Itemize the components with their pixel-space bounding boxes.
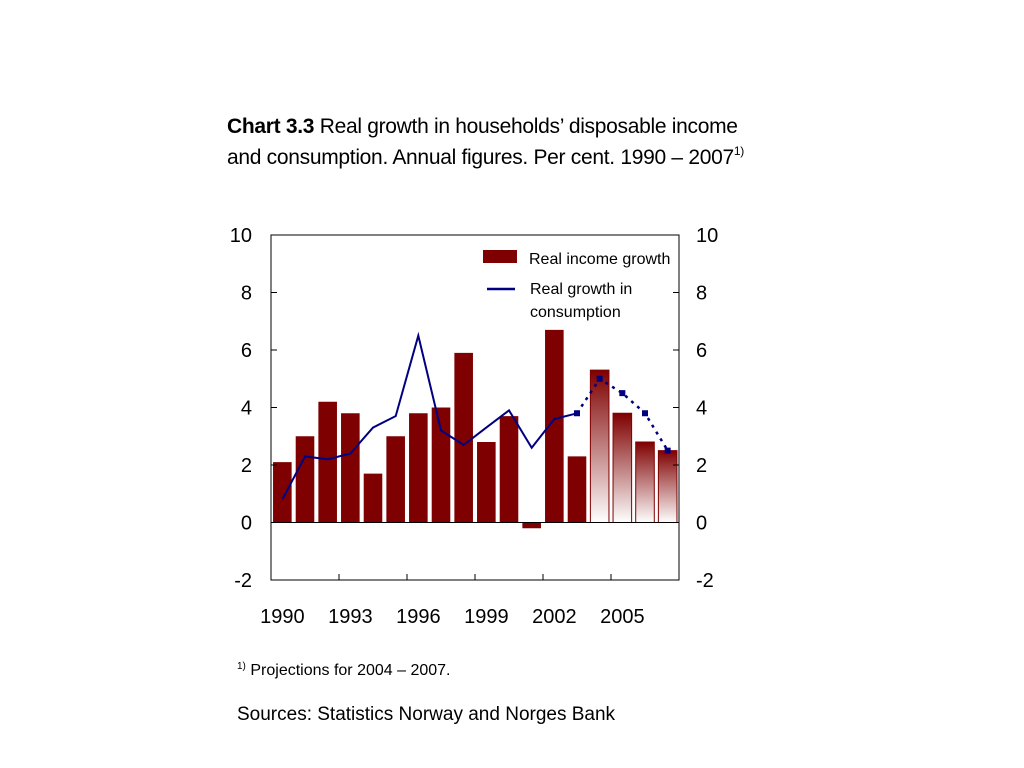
income-bar-2007 <box>657 450 678 523</box>
chart-number: Chart 3.3 <box>227 115 315 138</box>
income-bar-1997 <box>431 407 451 523</box>
y-tick-label-left: -2 <box>234 570 252 592</box>
footnote-text: Projections for 2004 – 2007. <box>250 662 451 679</box>
y-tick-label-right: 2 <box>696 455 707 477</box>
title-footnote-marker: 1) <box>733 144 744 158</box>
income-bar-1991 <box>295 436 315 523</box>
consumption-marker-2005 <box>619 390 626 397</box>
legend-label-consumption-line2: consumption <box>530 304 621 321</box>
line-series <box>281 331 671 500</box>
sources: Sources: Statistics Norway and Norges Ba… <box>237 704 616 725</box>
consumption-marker-2006 <box>642 410 648 417</box>
y-tick-label-left: 10 <box>230 225 252 247</box>
consumption-marker-2003 <box>574 410 580 417</box>
chart-title: Chart 3.3 Real growth in households’ dis… <box>227 111 747 173</box>
income-bar-2003 <box>567 456 587 523</box>
y-tick-label-right: 6 <box>696 340 707 362</box>
y-tick-label-left: 4 <box>241 398 252 420</box>
income-bar-2006 <box>635 441 655 523</box>
x-tick-label: 2005 <box>600 606 645 628</box>
footnote: 1) Projections for 2004 – 2007. <box>237 662 451 680</box>
legend-swatch-income <box>483 250 517 263</box>
x-tick-label: 1996 <box>396 606 441 628</box>
consumption-line-actual <box>281 331 578 500</box>
x-tick-label: 2002 <box>532 606 577 628</box>
income-bar-2000 <box>499 416 519 523</box>
footnote-marker: 1) <box>237 661 246 672</box>
y-tick-label-right: -2 <box>696 570 714 592</box>
legend-label-consumption: Real growth in consumption <box>530 281 632 321</box>
income-bar-1990 <box>273 462 292 523</box>
bar-series <box>273 329 678 529</box>
legend-label-income: Real income growth <box>529 251 670 268</box>
y-tick-label-right: 8 <box>696 283 707 305</box>
y-tick-label-left: 2 <box>241 455 252 477</box>
y-tick-label-left: 8 <box>241 283 252 305</box>
consumption-line-projection <box>575 377 669 452</box>
y-tick-label-right: 0 <box>696 513 707 535</box>
chart-title-text: Real growth in households’ disposable in… <box>227 115 738 169</box>
income-bar-1993 <box>341 413 360 523</box>
income-bar-2005 <box>612 412 633 523</box>
income-bar-2004 <box>589 369 610 523</box>
y-tick-label-left: 6 <box>241 340 252 362</box>
x-tick-label: 1993 <box>328 606 373 628</box>
axes: -2 -2 0 0 2 2 4 4 6 6 8 8 10 10 1990 1993 1996 1999 2002 20… <box>230 225 719 628</box>
income-bar-1998 <box>454 352 473 523</box>
income-bar-1999 <box>477 442 496 523</box>
income-bar-2002 <box>545 329 564 523</box>
income-bar-1994 <box>363 473 383 523</box>
x-tick-label: 1999 <box>464 606 509 628</box>
consumption-marker-2004 <box>596 375 603 382</box>
y-tick-label-left: 0 <box>241 513 252 535</box>
y-tick-label-right: 10 <box>696 225 718 247</box>
y-tick-label-right: 4 <box>696 398 707 420</box>
consumption-marker-2007 <box>664 447 671 454</box>
legend-label-consumption-line1: Real growth in <box>530 281 632 298</box>
x-tick-label: 1990 <box>260 606 305 628</box>
income-bar-1995 <box>386 436 405 523</box>
legend: Real income growth Real growth in consumpt… <box>483 250 670 321</box>
income-bar-1996 <box>409 413 428 523</box>
income-bar-2001 <box>522 522 541 529</box>
income-bar-1992 <box>318 401 337 523</box>
